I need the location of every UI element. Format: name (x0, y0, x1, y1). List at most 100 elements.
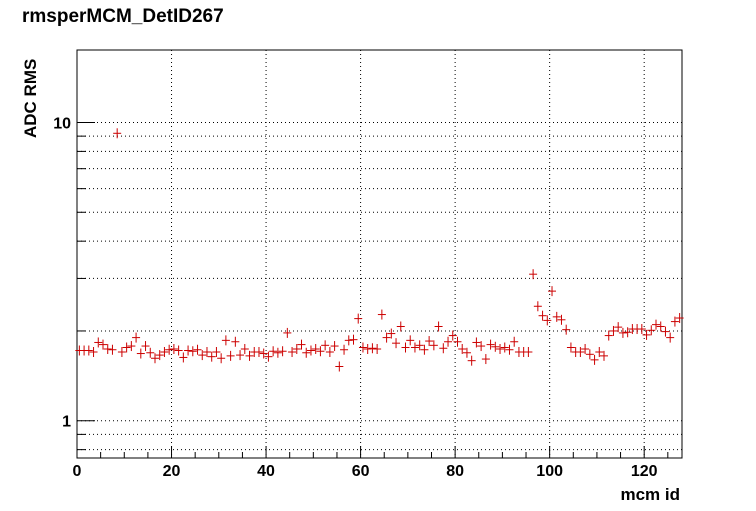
x-tick-label: 80 (446, 463, 464, 480)
data-point (600, 350, 609, 361)
data-point (344, 335, 353, 346)
data-point (377, 309, 386, 320)
data-point (231, 336, 240, 347)
data-point (311, 343, 320, 354)
y-axis-title: ADC RMS (21, 59, 40, 138)
chart-title: rmsperMCM_DetID267 (22, 6, 224, 27)
data-point (552, 311, 561, 322)
data-point (212, 347, 221, 358)
data-point (141, 341, 150, 352)
data-markers (75, 128, 684, 372)
data-point (354, 313, 363, 324)
data-point (666, 332, 675, 343)
data-point (278, 346, 287, 357)
data-point (642, 329, 651, 340)
data-point (623, 327, 632, 338)
data-point (202, 347, 211, 358)
data-point (335, 361, 344, 372)
data-point (581, 343, 590, 354)
data-point (358, 342, 367, 353)
data-point (198, 350, 207, 361)
data-point (410, 342, 419, 353)
data-point (496, 343, 505, 354)
data-point (448, 330, 457, 341)
data-point (462, 347, 471, 358)
data-point (160, 347, 169, 358)
data-point (184, 345, 193, 356)
data-point (207, 351, 216, 362)
data-point (273, 347, 282, 358)
data-point (656, 321, 665, 332)
data-point (429, 340, 438, 351)
data-point (500, 342, 509, 353)
data-point (396, 321, 405, 332)
data-point (609, 325, 618, 336)
data-point (288, 347, 297, 358)
data-point (254, 347, 263, 358)
data-point (647, 325, 656, 336)
data-point (652, 319, 661, 330)
data-point (401, 342, 410, 353)
x-tick-label: 60 (352, 463, 370, 480)
data-point (221, 335, 230, 346)
data-point (302, 347, 311, 358)
data-point (108, 344, 117, 355)
data-point (595, 347, 604, 358)
data-point (618, 327, 627, 338)
data-point (557, 314, 566, 325)
data-point (240, 343, 249, 354)
data-point (604, 330, 613, 341)
data-point (481, 354, 490, 365)
data-point (538, 310, 547, 321)
data-point (117, 347, 126, 358)
data-point (543, 315, 552, 326)
data-point (297, 339, 306, 350)
data-point (444, 336, 453, 347)
y-tick-label: 10 (53, 115, 71, 132)
data-point (562, 324, 571, 335)
data-point (585, 349, 594, 360)
y-axis: 1 10 (53, 115, 95, 451)
data-point (179, 352, 188, 363)
data-point (661, 326, 670, 337)
data-point (614, 322, 623, 333)
data-point (150, 353, 159, 364)
data-point (188, 346, 197, 357)
data-point (236, 350, 245, 361)
data-point (670, 316, 679, 327)
data-point (217, 353, 226, 364)
data-point (675, 313, 684, 324)
data-point (132, 332, 141, 343)
x-tick-label: 20 (163, 463, 181, 480)
data-point (434, 321, 443, 332)
data-point (325, 347, 334, 358)
data-point (368, 343, 377, 354)
data-point (89, 347, 98, 358)
data-point (392, 338, 401, 349)
data-point (420, 344, 429, 355)
data-point (259, 348, 268, 359)
data-point (283, 327, 292, 338)
data-point (155, 350, 164, 361)
x-tick-label: 0 (73, 463, 82, 480)
data-point (439, 343, 448, 354)
data-point (94, 337, 103, 348)
data-point (382, 332, 391, 343)
data-point (226, 350, 235, 361)
data-point (193, 344, 202, 355)
data-point (349, 334, 358, 345)
data-point (566, 342, 575, 353)
x-tick-label: 40 (257, 463, 275, 480)
data-point (122, 342, 131, 353)
data-point (340, 344, 349, 355)
data-point (415, 340, 424, 351)
data-point (330, 341, 339, 352)
data-point (425, 336, 434, 347)
data-point (306, 345, 315, 356)
x-tick-label: 120 (631, 463, 658, 480)
data-point (363, 343, 372, 354)
data-point (529, 269, 538, 280)
data-point (98, 339, 107, 350)
data-point (127, 341, 136, 352)
data-point (576, 347, 585, 358)
